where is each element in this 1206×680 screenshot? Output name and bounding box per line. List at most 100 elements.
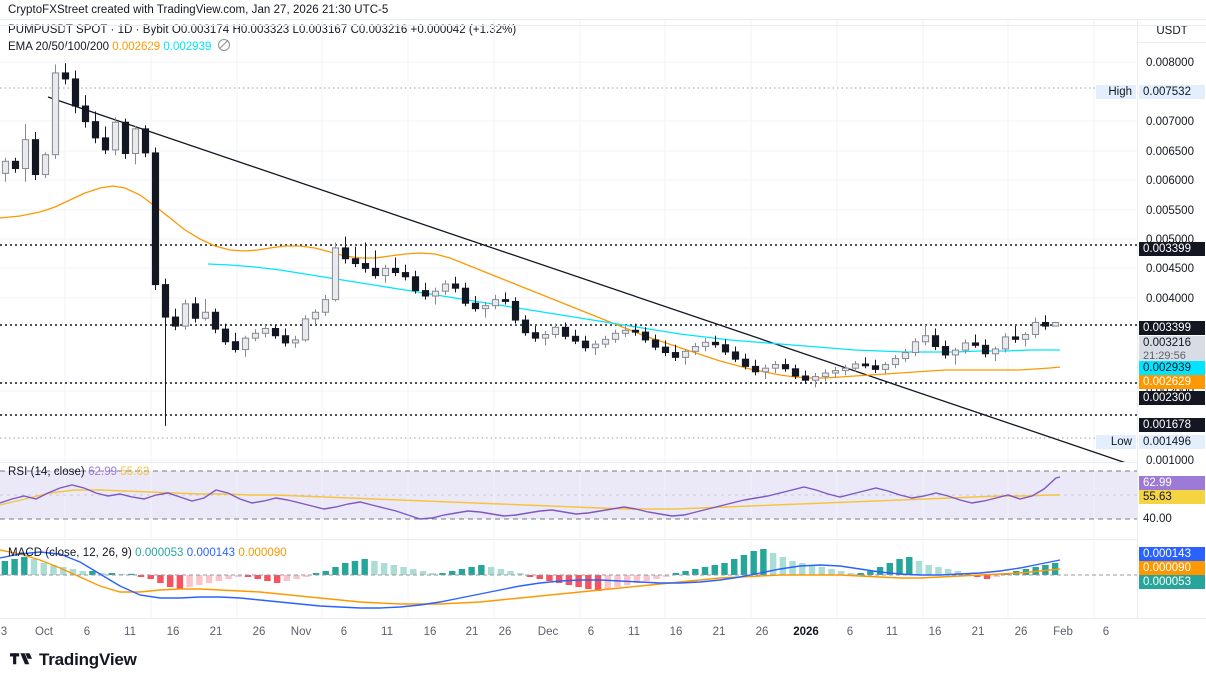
grid-lines (0, 20, 1138, 462)
candle-bullish (591, 343, 600, 349)
candle-bearish (281, 335, 290, 344)
macd-hist-bar (147, 575, 154, 579)
rsi-level-badge: 40.00 (1143, 513, 1172, 525)
macd-hist-bar (419, 571, 427, 575)
candle-bearish (571, 335, 580, 342)
time-axis-label: 16 (669, 626, 683, 638)
candle-bullish (51, 72, 60, 156)
price-tick: 0.001000 (1146, 455, 1194, 467)
macd-hist-bar (264, 575, 271, 581)
macd-hist-bar (906, 557, 913, 575)
candle-bearish (371, 267, 380, 277)
time-axis-label: 16 (423, 626, 437, 638)
macd-hist-bar (128, 573, 135, 575)
macd-hist-bar (361, 559, 368, 575)
candle-bullish (921, 335, 930, 343)
candle-bullish (841, 367, 850, 372)
ema-label: EMA 20/50/100/200 (8, 41, 110, 53)
ema-legend-row[interactable]: EMA 20/50/100/200 0.002629 0.002939 (8, 39, 516, 55)
macd-hist-bar (478, 565, 485, 575)
time-axis-label: Nov (290, 626, 312, 638)
candle-bearish (941, 346, 950, 356)
macd-line-badge: 0.000143 (1139, 547, 1205, 561)
price-tick: 0.008000 (1146, 57, 1194, 69)
descending-trendline[interactable] (47, 96, 1132, 462)
resistance-badge: 0.003399 (1139, 321, 1205, 335)
candle-bullish (761, 367, 770, 373)
time-axis-label: 21 (209, 626, 223, 638)
low-marker-value: 0.001496 (1139, 435, 1205, 449)
macd-hist-bar (351, 561, 359, 575)
macd-hist-bar (886, 563, 894, 575)
macd-hist-bar (828, 569, 835, 575)
time-scale-divider (0, 25, 1206, 26)
macd-signal-value: 0.000090 (238, 547, 287, 559)
candle-bearish (271, 327, 280, 337)
time-axis-label: 6 (83, 626, 91, 638)
candle-bearish (501, 299, 510, 302)
candle-bullish (311, 311, 320, 320)
candle-bearish (461, 287, 470, 304)
macd-hist-bar (847, 573, 855, 575)
rsi-badge: 62.99 (1139, 476, 1205, 490)
macd-hist-bar (254, 575, 261, 579)
candle-bearish (471, 302, 480, 310)
price-pane[interactable] (0, 20, 1138, 462)
candle-bearish (451, 283, 460, 289)
time-axis-label: 11 (381, 626, 393, 638)
candle-bullish (811, 376, 820, 381)
time-axis-label: 6 (846, 626, 854, 638)
macd-hist-bar (108, 573, 116, 575)
candlestick-series (1, 63, 1060, 426)
time-axis-label: Dec (537, 626, 559, 638)
macd-hist-bar (662, 575, 670, 577)
macd-hist-badge: 0.000053 (1139, 575, 1205, 589)
macd-pane[interactable] (0, 540, 1138, 618)
candle-bearish (11, 160, 20, 170)
candle-bearish (631, 329, 640, 333)
candle-bearish (411, 276, 420, 292)
symbol-legend-row[interactable]: PUMPUSDT SPOT · 1D · Bybit O0.003174 H0.… (8, 23, 516, 38)
macd-legend[interactable]: MACD (close, 12, 26, 9) 0.000053 0.00014… (8, 547, 287, 559)
macd-hist-bar (808, 565, 816, 575)
candle-bearish (781, 364, 790, 370)
rsi-pane[interactable] (0, 463, 1138, 538)
price-tick: 0.004000 (1146, 293, 1194, 305)
ohlc-change: +0.000042 (+1.32%) (410, 24, 517, 36)
macd-hist-bar (779, 557, 787, 575)
candle-bearish (91, 121, 100, 139)
macd-hist-bar (186, 575, 193, 587)
macd-hist-bar (954, 571, 962, 575)
candle-bullish (681, 350, 690, 358)
macd-line-value: 0.000143 (186, 547, 236, 559)
candle-bullish (541, 334, 550, 339)
candle-bearish (521, 319, 530, 334)
macd-signal-badge: 0.000090 (1139, 561, 1205, 575)
candle-bearish (61, 72, 70, 80)
macd-hist-bar (731, 559, 738, 575)
candle-bearish (971, 342, 980, 346)
price-rsi-divider (0, 462, 1206, 463)
ohlc-close: C0.003216 (350, 24, 408, 36)
candle-bearish (751, 365, 760, 373)
macd-hist-bar (740, 555, 748, 575)
attribution-text: CryptoFXStreet created with TradingView.… (8, 4, 389, 16)
candle-bullish (771, 364, 780, 369)
price-scale[interactable]: USDT 0.008000 0.007000 0.006500 0.006000… (1096, 20, 1206, 618)
candle-bullish (491, 299, 500, 307)
macd-hist-bar (497, 569, 505, 575)
eye-off-icon[interactable] (217, 39, 230, 51)
time-scale[interactable]: 3 Oct 6 11 16 21 26 Nov 6 11 16 21 26 Dec 6 11 16 21 26 202… (0, 618, 1206, 645)
time-axis-label: 16 (928, 626, 942, 638)
macd-hist-bar (624, 575, 631, 585)
time-axis-label: 6 (587, 626, 595, 638)
macd-hist-bar (98, 573, 106, 575)
candle-bullish (431, 290, 440, 297)
rsi-legend[interactable]: RSI (14, close) 62.99 55.63 (8, 466, 149, 478)
bar-countdown: 21:29:56 (1143, 349, 1186, 362)
candle-bullish (901, 352, 910, 360)
macd-hist-bar (692, 569, 699, 575)
macd-hist-bar (546, 575, 553, 581)
macd-hist-bar (896, 559, 903, 575)
